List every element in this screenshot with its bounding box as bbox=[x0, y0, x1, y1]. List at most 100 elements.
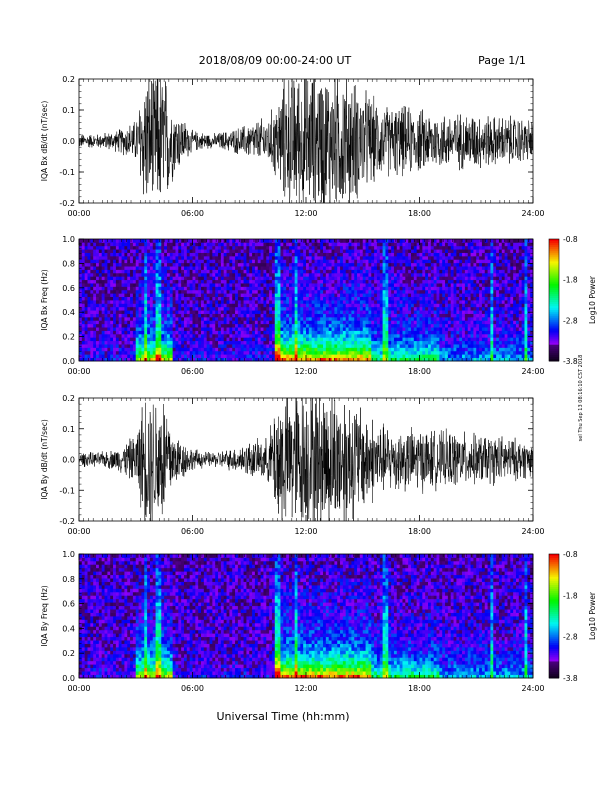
spectrogram-cell bbox=[317, 337, 321, 342]
spectrogram-cell bbox=[113, 293, 117, 298]
spectrogram-cell bbox=[393, 330, 398, 335]
spectrogram-cell bbox=[226, 354, 230, 359]
spectrogram-cell bbox=[212, 242, 216, 247]
spectrogram-cell bbox=[212, 262, 216, 267]
spectrogram-cell bbox=[430, 347, 435, 352]
spectrogram-cell bbox=[115, 323, 120, 328]
spectrogram-cell bbox=[413, 269, 418, 274]
spectrogram-cell bbox=[379, 340, 384, 345]
spectrogram-cell bbox=[215, 330, 219, 335]
spectrogram-cell bbox=[439, 347, 443, 352]
spectrogram-cell bbox=[342, 330, 347, 335]
spectrogram-cell bbox=[155, 320, 159, 325]
spectrogram-cell bbox=[218, 340, 222, 345]
spectrogram-cell bbox=[283, 242, 287, 247]
spectrogram-cell bbox=[328, 255, 332, 260]
spectrogram-cell bbox=[90, 283, 94, 287]
spectrogram-cell bbox=[340, 276, 344, 281]
spectrogram-cell bbox=[229, 252, 233, 257]
spectrogram-cell bbox=[283, 316, 287, 321]
spectrogram-cell bbox=[359, 259, 364, 264]
spectrogram-cell bbox=[79, 239, 83, 243]
spectrogram-cell bbox=[130, 330, 134, 335]
spectrogram-cell bbox=[328, 259, 332, 264]
spectrogram-cell bbox=[405, 300, 409, 304]
spectrogram-cell bbox=[277, 259, 281, 264]
spectrogram-cell bbox=[206, 255, 210, 260]
spectrogram-cell bbox=[223, 239, 227, 243]
spectrogram-cell bbox=[433, 333, 437, 338]
spectrogram-cell bbox=[382, 344, 386, 348]
spectrogram-cell bbox=[320, 340, 324, 345]
spectrogram-cell bbox=[348, 245, 352, 250]
spectrogram-cell bbox=[152, 269, 157, 274]
spectrogram-cell bbox=[428, 293, 432, 298]
spectrogram-cell bbox=[271, 259, 276, 264]
spectrogram-cell bbox=[237, 252, 242, 257]
spectrogram-cell bbox=[149, 249, 154, 253]
spectrogram-cell bbox=[161, 245, 165, 250]
spectrogram-cell bbox=[269, 296, 273, 301]
spectrogram-cell bbox=[413, 255, 418, 260]
spectrogram-cell bbox=[169, 252, 174, 257]
spectrogram-cell bbox=[337, 289, 341, 294]
spectrogram-cell bbox=[314, 320, 318, 325]
spectrogram-cell bbox=[340, 354, 344, 359]
spectrogram-cell bbox=[215, 333, 219, 338]
spectrogram-cell bbox=[164, 269, 168, 274]
spectrogram-cell bbox=[149, 279, 154, 284]
spectrogram-cell bbox=[212, 306, 216, 311]
spectrogram-cell bbox=[175, 293, 179, 298]
spectrogram-cell bbox=[84, 255, 88, 260]
spectrogram-cell bbox=[277, 330, 281, 335]
spectrogram-cell bbox=[402, 259, 406, 264]
spectrogram-cell bbox=[269, 347, 273, 352]
spectrogram-cell bbox=[155, 266, 159, 270]
spectrogram-cell bbox=[376, 330, 381, 335]
spectrogram-cell bbox=[311, 354, 315, 359]
spectrogram-cell bbox=[181, 286, 185, 291]
spectrogram-cell bbox=[371, 242, 375, 247]
spectrogram-cell bbox=[385, 289, 389, 294]
spectrogram-cell bbox=[79, 252, 83, 257]
spectrogram-cell bbox=[189, 306, 193, 311]
spectrogram-cell bbox=[359, 286, 364, 291]
spectrogram-cell bbox=[172, 327, 176, 331]
spectrogram-cell bbox=[331, 323, 335, 328]
spectrogram-cell bbox=[405, 357, 409, 362]
spectrogram-cell bbox=[396, 337, 401, 342]
spectrogram-cell bbox=[183, 344, 188, 348]
spectrogram-cell bbox=[428, 347, 432, 352]
spectrogram-cell bbox=[263, 330, 267, 335]
spectrogram-cell bbox=[166, 279, 171, 284]
spectrogram-cell bbox=[439, 286, 443, 291]
spectrogram-cell bbox=[84, 316, 88, 321]
spectrogram-cell bbox=[246, 293, 250, 298]
spectrogram-cell bbox=[306, 344, 310, 348]
spectrogram-cell bbox=[232, 330, 236, 335]
spectrogram-cell bbox=[223, 252, 227, 257]
spectrogram-cell bbox=[362, 239, 366, 243]
spectrogram-cell bbox=[104, 354, 108, 359]
spectrogram-cell bbox=[113, 239, 117, 243]
spectrogram-cell bbox=[351, 340, 355, 345]
spectrogram-cell bbox=[266, 272, 270, 277]
spectrogram-cell bbox=[408, 266, 412, 270]
spectrogram-cell bbox=[243, 293, 247, 298]
spectrogram-cell bbox=[172, 333, 176, 338]
spectrogram-cell bbox=[135, 306, 139, 311]
spectrogram-cell bbox=[121, 289, 125, 294]
spectrogram-cell bbox=[260, 239, 264, 243]
spectrogram-cell bbox=[314, 306, 318, 311]
spectrogram-cell bbox=[342, 347, 347, 352]
spectrogram-cell bbox=[430, 269, 435, 274]
spectrogram-cell bbox=[243, 320, 247, 325]
spectrogram-cell bbox=[169, 239, 174, 243]
spectrogram-cell bbox=[300, 239, 304, 243]
spectrogram-cell bbox=[254, 340, 259, 345]
spectrogram-cell bbox=[303, 306, 307, 311]
spectrogram-cell bbox=[376, 323, 381, 328]
spectrogram-cell bbox=[113, 252, 117, 257]
spectrogram-cell bbox=[368, 350, 372, 355]
spectrogram-cell bbox=[357, 337, 361, 342]
